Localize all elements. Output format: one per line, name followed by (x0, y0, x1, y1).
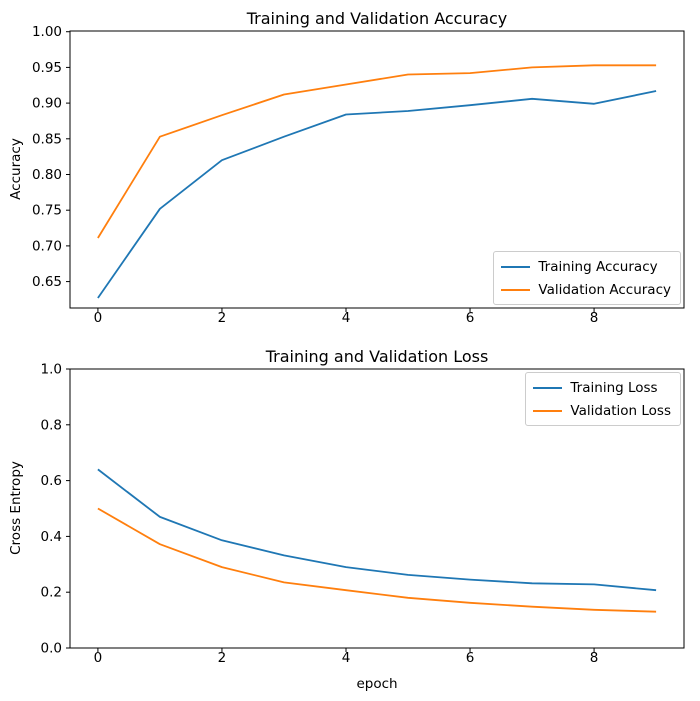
loss-chart-title: Training and Validation Loss (265, 347, 489, 366)
plot-border (69, 30, 685, 309)
accuracy-y-axis-label: Accuracy (8, 138, 24, 200)
legend-entry: Training Loss (533, 377, 671, 398)
y-tick-label: 0.4 (41, 529, 62, 545)
legend-entry: Validation Accuracy (501, 279, 671, 300)
training-loss-line (97, 468, 657, 592)
y-tick-label: 0.90 (32, 96, 62, 112)
loss-y-axis-label: Cross Entropy (8, 461, 24, 555)
x-tick-label: 2 (218, 310, 227, 326)
y-tick-label: 0.2 (41, 585, 62, 601)
legend-line-sample (501, 265, 531, 268)
plot-border (69, 368, 685, 649)
y-tick-label: 0.6 (41, 473, 62, 489)
x-tick-label: 4 (342, 310, 351, 326)
x-tick-label: 0 (94, 650, 103, 666)
accuracy-legend: Training Accuracy Validation Accuracy (493, 251, 681, 305)
legend-entry-label: Validation Accuracy (538, 281, 671, 298)
y-tick-label: 1.00 (32, 24, 62, 40)
y-tick-label: 0.75 (32, 203, 62, 219)
y-tick-label: 0.8 (41, 417, 62, 433)
y-tick-label: 0.80 (32, 167, 62, 183)
legend-entry-label: Training Accuracy (538, 258, 658, 275)
y-tick-label: 0.85 (32, 131, 62, 147)
legend-line-sample (533, 386, 563, 389)
y-tick-label: 0.95 (32, 60, 62, 76)
validation-accuracy-line (97, 64, 657, 239)
y-tick-label: 0.65 (32, 274, 62, 290)
x-tick-label: 2 (218, 650, 227, 666)
legend-line-sample (533, 409, 563, 412)
x-tick-label: 4 (342, 650, 351, 666)
x-tick-label: 6 (466, 310, 475, 326)
y-tick-label: 0.0 (41, 641, 62, 657)
legend-entry-label: Validation Loss (570, 402, 671, 419)
validation-loss-line (97, 507, 657, 613)
training-accuracy-line (97, 90, 657, 299)
x-tick-label: 8 (590, 650, 599, 666)
y-tick-label: 1.0 (41, 362, 62, 378)
legend-entry: Validation Loss (533, 400, 671, 421)
legend-entry-label: Training Loss (570, 379, 658, 396)
x-tick-label: 0 (94, 310, 103, 326)
y-tick-label: 0.70 (32, 238, 62, 254)
legend-line-sample (501, 288, 531, 291)
loss-legend: Training Loss Validation Loss (525, 372, 681, 426)
x-axis-label: epoch (356, 676, 398, 692)
legend-entry: Training Accuracy (501, 256, 671, 277)
x-tick-label: 6 (466, 650, 475, 666)
accuracy-chart-title: Training and Validation Accuracy (246, 9, 508, 28)
x-tick-label: 8 (590, 310, 599, 326)
